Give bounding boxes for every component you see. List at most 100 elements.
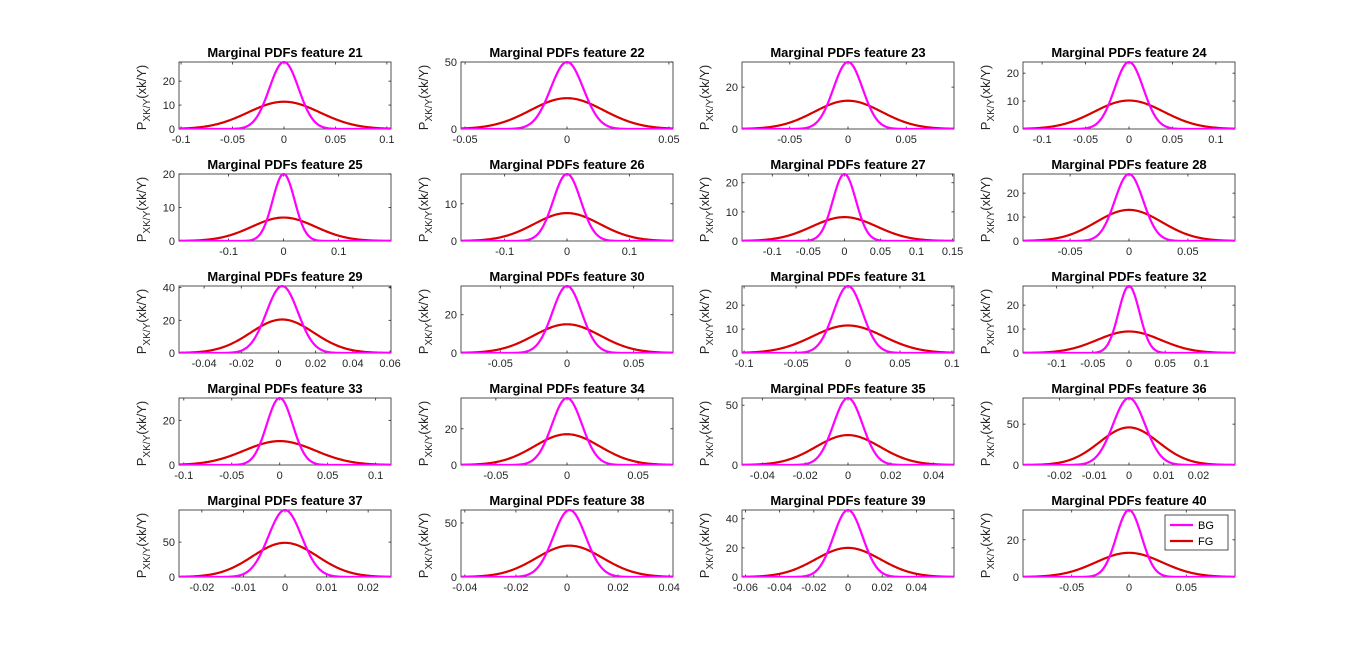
chart-panel: Marginal PDFs feature 33 -0.1 -0.05 0 0.05 0.… <box>134 381 392 482</box>
series-line-bg <box>1023 509 1235 577</box>
x-tick-label: 0.02 <box>607 582 628 594</box>
chart-panel: Marginal PDFs feature 22-0.05 0 0.05050PXK… <box>416 45 680 146</box>
y-tick-label: 0 <box>732 124 738 136</box>
series-line-bg <box>461 397 673 465</box>
series-line-fg <box>742 546 954 577</box>
y-tick-label: 50 <box>726 400 738 412</box>
y-tick-label: 0 <box>732 236 738 248</box>
x-tick-label: 0 <box>564 358 570 370</box>
plot-area <box>741 397 955 466</box>
plot-area <box>741 509 955 578</box>
chart-panel: Marginal PDFs feature 38 -0.04 -0.02 0 0.02 0… <box>416 493 680 594</box>
chart-title: Marginal PDFs feature 25 <box>207 157 362 172</box>
x-tick-label: -0.02 <box>793 470 818 482</box>
plot-area <box>460 397 674 466</box>
plot-area <box>1022 61 1236 130</box>
x-tick-label: -0.04 <box>750 470 775 482</box>
plot-area <box>178 61 392 130</box>
x-tick-label: 0 <box>1126 470 1132 482</box>
x-tick-label: 0.02 <box>1188 470 1209 482</box>
chart-panel: Marginal PDFs feature 35 -0.04 -0.02 0 0.02 0… <box>697 381 955 482</box>
series-line-fg <box>179 541 391 577</box>
y-tick-label: 0 <box>732 572 738 584</box>
chart-panel: Marginal PDFs feature 27 -0.1 -0.05 0 0.05 0.… <box>697 157 963 258</box>
series-line-fg <box>179 318 391 353</box>
y-tick-label: 0 <box>169 348 175 360</box>
x-tick-label: -0.05 <box>1058 246 1083 258</box>
chart-panel: Marginal PDFs feature 31 -0.1 -0.05 0 0.05 0.… <box>697 269 960 370</box>
x-tick-label: -0.04 <box>192 358 217 370</box>
y-axis-label: PXK/Y(xk/Y) <box>697 65 716 130</box>
y-tick-label: 20 <box>726 82 738 94</box>
x-tick-label: 0 <box>281 246 287 258</box>
y-tick-label: 20 <box>726 178 738 190</box>
x-tick-label: 0 <box>281 134 287 146</box>
chart-title: Marginal PDFs feature 32 <box>1051 269 1206 284</box>
x-tick-label: 0.02 <box>357 582 378 594</box>
chart-panel: Marginal PDFs feature 32 -0.1 -0.05 0 0.05 0.… <box>978 269 1236 370</box>
x-tick-label: 0 <box>845 134 851 146</box>
y-tick-label: 20 <box>1007 300 1019 312</box>
x-tick-label: 0 <box>564 246 570 258</box>
x-tick-label: -0.01 <box>231 582 256 594</box>
y-axis-label: PXK/Y(xk/Y) <box>416 513 435 578</box>
x-tick-label: -0.05 <box>777 134 802 146</box>
chart-panel: Marginal PDFs feature 34 -0.05 0 0.05 0 20 PXK… <box>416 381 674 482</box>
x-tick-label: -0.01 <box>1082 470 1107 482</box>
series-line-bg <box>742 397 954 465</box>
series-line-fg <box>742 216 954 241</box>
y-tick-label: 0 <box>451 236 457 248</box>
series-line-fg <box>742 324 954 353</box>
x-tick-label: -0.02 <box>801 582 826 594</box>
series-line-fg <box>1023 426 1235 465</box>
y-tick-label: 20 <box>163 169 175 181</box>
chart-panel: Marginal PDFs feature 26 -0.1 0 0.1 0 10 PXK/Y… <box>416 157 674 258</box>
y-tick-label: 20 <box>1007 68 1019 80</box>
x-tick-label: -0.05 <box>1073 134 1098 146</box>
chart-title: Marginal PDFs feature 28 <box>1051 157 1206 172</box>
y-tick-label: 50 <box>1007 419 1019 431</box>
x-tick-label: 0.02 <box>871 582 892 594</box>
x-tick-label: 0.05 <box>325 134 346 146</box>
series-line-bg <box>1023 397 1235 465</box>
y-tick-label: 20 <box>445 310 457 322</box>
series-line-fg <box>1023 330 1235 353</box>
y-tick-label: 0 <box>451 348 457 360</box>
legend-label-fg: FG <box>1198 536 1213 548</box>
plot-area <box>741 61 955 130</box>
series-line-bg <box>1023 285 1235 353</box>
y-tick-label: 0 <box>732 348 738 360</box>
y-tick-label: 0 <box>1013 460 1019 472</box>
x-tick-label: 0.01 <box>1153 470 1174 482</box>
series-line-fg <box>1023 551 1235 577</box>
x-tick-label: -0.02 <box>1047 470 1072 482</box>
x-tick-label: -0.05 <box>220 134 245 146</box>
x-tick-label: -0.1 <box>763 246 782 258</box>
y-tick-label: 0 <box>451 572 457 584</box>
x-tick-label: 0.05 <box>1154 358 1175 370</box>
chart-title: Marginal PDFs feature 23 <box>770 45 925 60</box>
chart-title: Marginal PDFs feature 34 <box>489 381 645 396</box>
x-tick-label: -0.02 <box>189 582 214 594</box>
y-tick-label: 10 <box>726 324 738 336</box>
chart-title: Marginal PDFs feature 39 <box>770 493 925 508</box>
chart-title: Marginal PDFs feature 24 <box>1051 45 1207 60</box>
plot-area <box>741 173 955 242</box>
chart-title: Marginal PDFs feature 35 <box>770 381 925 396</box>
x-tick-label: -0.04 <box>767 582 792 594</box>
x-tick-label: 0.1 <box>622 246 637 258</box>
x-tick-label: 0.1 <box>944 358 959 370</box>
x-tick-label: 0 <box>564 134 570 146</box>
x-tick-label: 0.05 <box>1162 134 1183 146</box>
x-tick-label: -0.06 <box>733 582 758 594</box>
x-tick-label: -0.1 <box>172 134 191 146</box>
chart-panel: Marginal PDFs feature 30 -0.05 0 0.05 0 20 PXK… <box>416 269 674 370</box>
chart-panel: Marginal PDFs feature 25 -0.1 0 0.1 0 10 20 PXK… <box>134 157 392 258</box>
y-axis-label: PXK/Y(xk/Y) <box>134 289 153 354</box>
x-tick-label: 0.02 <box>305 358 326 370</box>
x-tick-label: 0 <box>841 246 847 258</box>
series-line-bg <box>742 61 954 129</box>
series-line-fg <box>1023 208 1235 241</box>
x-tick-label: 0 <box>277 470 283 482</box>
y-tick-label: 0 <box>451 460 457 472</box>
